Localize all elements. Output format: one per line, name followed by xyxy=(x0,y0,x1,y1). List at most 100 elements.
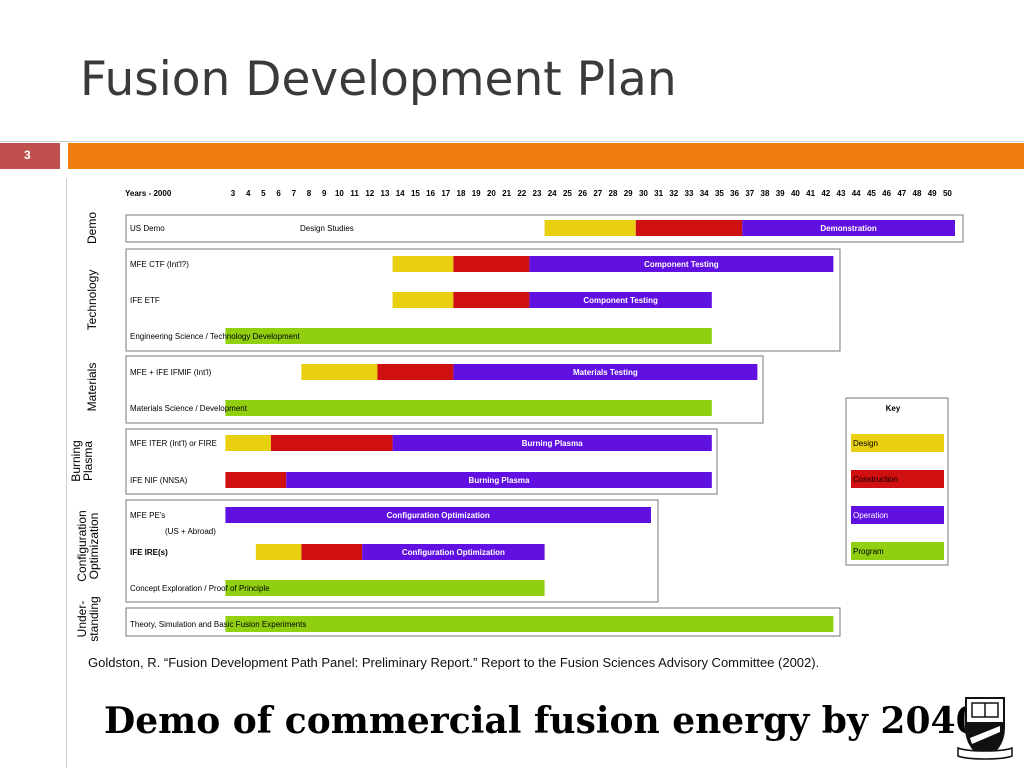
year-tick-label: 9 xyxy=(322,189,327,198)
axis-label: Years - 2000 xyxy=(125,189,172,198)
year-tick-label: 14 xyxy=(396,189,405,198)
legend-swatch-program xyxy=(851,542,944,560)
group-box-technology xyxy=(125,248,841,352)
bar-us-demo-operation xyxy=(742,220,955,236)
year-tick-label: 38 xyxy=(761,189,770,198)
year-tick-label: 11 xyxy=(350,189,359,198)
bar-mfe-iter-int-l-or-fire-operation xyxy=(392,435,712,451)
group-box-demo xyxy=(125,214,964,243)
row-label: MFE CTF (Int'l?) xyxy=(130,260,189,269)
year-tick-label: 46 xyxy=(882,189,891,198)
year-tick-label: 43 xyxy=(837,189,846,198)
year-tick-label: 31 xyxy=(654,189,663,198)
bar-engineering-science-technology-development-program xyxy=(225,328,712,344)
group-label-under-standing: Under-standing xyxy=(75,596,101,641)
row-label: US Demo xyxy=(130,224,165,233)
fusion-gantt-chart: Years - 2000 3 4 5 6 7 8 9 10 11 12 13 14 15 16 17 18 19 2… xyxy=(69,189,964,642)
bar-materials-science-development-program xyxy=(225,400,712,416)
year-tick-label: 24 xyxy=(548,189,557,198)
group-label-burning-plasma: BurningPlasma xyxy=(69,440,95,481)
year-tick-label: 27 xyxy=(593,189,602,198)
year-tick-label: 26 xyxy=(578,189,587,198)
bar-ife-ire-s-design xyxy=(255,544,302,560)
segment-label: Configuration Optimization xyxy=(387,511,490,520)
bar-mfe-iter-int-l-or-fire-design xyxy=(225,435,271,451)
slide-number: 3 xyxy=(24,148,31,162)
segment-label: Demonstration xyxy=(820,224,877,233)
row-label: MFE + IFE IFMIF (Int'l) xyxy=(130,368,212,377)
bar-us-demo-design xyxy=(544,220,636,236)
legend-swatch-construction xyxy=(851,470,944,488)
legend-title: Key xyxy=(886,404,901,413)
bar-mfe-ctf-int-l-design xyxy=(392,256,454,272)
segment-label: Configuration Optimization xyxy=(402,548,505,557)
legend-label: Design xyxy=(853,439,878,448)
legend-label: Operation xyxy=(853,511,888,520)
bar-ife-nif-nnsa-construction xyxy=(225,472,287,488)
year-tick-label: 7 xyxy=(292,189,297,198)
legend-label: Program xyxy=(853,547,884,556)
legend-swatch-design xyxy=(851,434,944,452)
year-tick-label: 8 xyxy=(307,189,312,198)
year-tick-label: 18 xyxy=(457,189,466,198)
slide-title: Fusion Development Plan xyxy=(80,52,677,107)
year-tick-label: 44 xyxy=(852,189,861,198)
left-rule xyxy=(66,178,67,768)
accent-band xyxy=(68,143,1024,169)
year-tick-label: 37 xyxy=(745,189,754,198)
year-tick-label: 17 xyxy=(441,189,450,198)
year-tick-label: 10 xyxy=(335,189,344,198)
year-tick-label: 50 xyxy=(943,189,952,198)
year-tick-label: 34 xyxy=(700,189,709,198)
year-tick-label: 40 xyxy=(791,189,800,198)
year-tick-label: 25 xyxy=(563,189,572,198)
bar-mfe-ife-ifmif-int-l-operation xyxy=(453,364,758,380)
bar-ife-nif-nnsa-operation xyxy=(286,472,712,488)
group-label-demo: Demo xyxy=(85,212,99,244)
bar-concept-exploration-proof-of-principle-program xyxy=(225,580,545,596)
bar-ife-etf-construction xyxy=(453,292,530,308)
year-tick-label: 20 xyxy=(487,189,496,198)
bar-ife-etf-operation xyxy=(529,292,712,308)
year-tick-label: 28 xyxy=(609,189,618,198)
citation: Goldston, R. “Fusion Development Path Pa… xyxy=(88,655,820,670)
row-label: MFE PE's xyxy=(130,511,165,520)
bar-ife-ire-s-operation xyxy=(362,544,545,560)
bar-mfe-ife-ifmif-int-l-construction xyxy=(377,364,454,380)
year-tick-label: 47 xyxy=(897,189,906,198)
year-tick-label: 42 xyxy=(821,189,830,198)
year-tick-label: 15 xyxy=(411,189,420,198)
year-tick-label: 23 xyxy=(533,189,542,198)
bar-theory-simulation-and-basic-fusion-experiments-program xyxy=(225,616,834,632)
group-box-burning-plasma xyxy=(125,428,718,495)
year-tick-label: 36 xyxy=(730,189,739,198)
group-box-materials xyxy=(125,355,764,424)
segment-label: Component Testing xyxy=(583,296,658,305)
year-tick-label: 12 xyxy=(365,189,374,198)
bar-mfe-ctf-int-l-construction xyxy=(453,256,530,272)
group-box-configuration-optimization xyxy=(125,499,659,603)
group-label-materials: Materials xyxy=(85,363,99,412)
bar-mfe-ife-ifmif-int-l-design xyxy=(301,364,378,380)
year-tick-label: 30 xyxy=(639,189,648,198)
year-tick-label: 32 xyxy=(669,189,678,198)
segment-label: Burning Plasma xyxy=(522,439,583,448)
bar-mfe-iter-int-l-or-fire-construction xyxy=(271,435,393,451)
princeton-shield-logo xyxy=(957,697,1013,760)
year-tick-label: 33 xyxy=(685,189,694,198)
year-tick-label: 35 xyxy=(715,189,724,198)
row-label: Concept Exploration / Proof of Principle xyxy=(130,584,270,593)
row-label: IFE ETF xyxy=(130,296,160,305)
year-tick-label: 4 xyxy=(246,189,251,198)
year-tick-label: 41 xyxy=(806,189,815,198)
legend-label: Construction xyxy=(853,475,898,484)
row-note: Design Studies xyxy=(300,224,354,233)
bar-ife-etf-design xyxy=(392,292,454,308)
group-label-technology: Technology xyxy=(85,270,99,331)
segment-label: Burning Plasma xyxy=(469,476,530,485)
year-tick-label: 3 xyxy=(231,189,236,198)
legend-box xyxy=(845,397,949,566)
slide-number-badge: 3 xyxy=(0,143,60,169)
bar-mfe-pe-s-operation xyxy=(225,507,651,523)
year-tick-label: 49 xyxy=(928,189,937,198)
